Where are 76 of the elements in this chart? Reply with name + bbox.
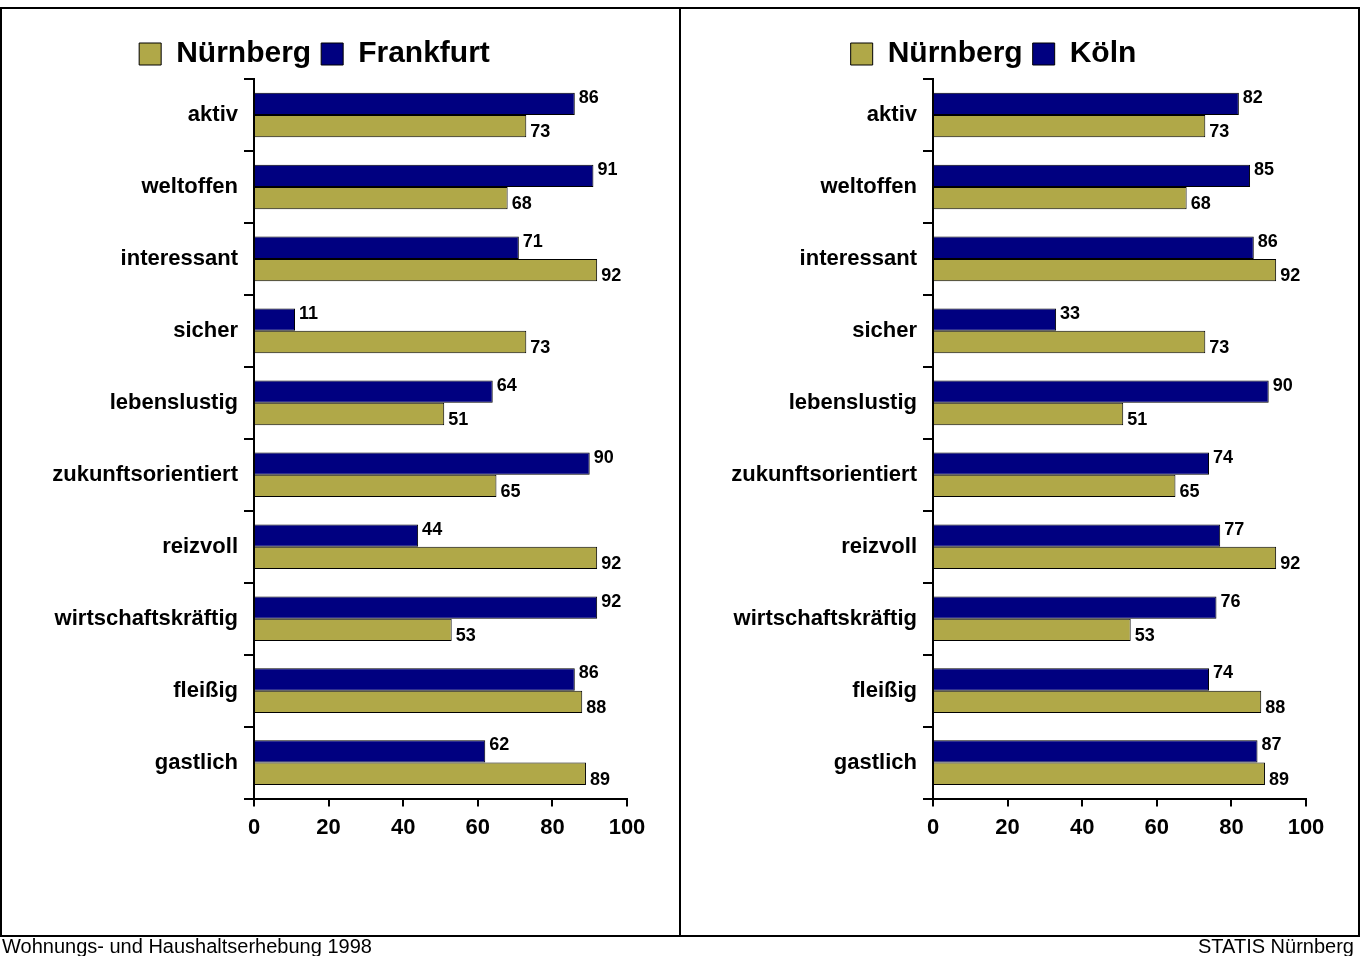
data-label: 86 — [578, 86, 599, 107]
y-tick-label: gastlich — [154, 748, 238, 774]
y-tick-label: gastlich — [833, 748, 917, 774]
data-label: 85 — [1254, 158, 1275, 179]
y-tick-label: interessant — [120, 244, 239, 270]
x-tick-label: 100 — [608, 813, 646, 839]
x-tick-label: 0 — [247, 813, 261, 839]
data-label: 53 — [455, 624, 476, 645]
y-tick-label: reizvoll — [841, 532, 917, 558]
data-label: 90 — [593, 446, 614, 467]
data-label: 11 — [299, 302, 319, 323]
data-label: 92 — [601, 590, 622, 611]
data-label: 89 — [589, 768, 610, 789]
y-tick-label: zukunftsorientiert — [52, 460, 239, 486]
x-tick-label: 0 — [926, 813, 940, 839]
y-tick-label: weltoffen — [819, 173, 917, 198]
x-tick-label: 100 — [1287, 813, 1325, 839]
y-tick-label: wirtschaftskräftig — [732, 604, 917, 630]
x-tick-label: 40 — [1069, 813, 1095, 839]
data-label: 68 — [1190, 193, 1211, 214]
y-tick-label: sicher — [173, 316, 239, 342]
y-tick-label: reizvoll — [162, 532, 238, 558]
data-label: 88 — [586, 696, 607, 717]
y-tick-label: sicher — [852, 316, 918, 342]
x-tick-label: 40 — [390, 813, 416, 839]
data-label: 92 — [601, 265, 622, 286]
legend-label: Nürnberg — [176, 35, 312, 69]
x-tick-label: 20 — [995, 813, 1020, 839]
data-label: 92 — [1280, 552, 1301, 573]
data-label: 73 — [1209, 121, 1230, 142]
data-label: 90 — [1272, 374, 1293, 395]
data-label: 73 — [530, 336, 551, 357]
x-tick-label: 20 — [316, 813, 341, 839]
y-tick-label: fleißig — [852, 676, 917, 702]
data-label: 51 — [1127, 408, 1148, 429]
x-tick-label: 60 — [1144, 813, 1170, 839]
data-label: 76 — [1220, 590, 1241, 611]
data-label: 87 — [1261, 734, 1282, 755]
data-label: 44 — [422, 518, 443, 539]
y-tick-label: wirtschaftskräftig — [53, 604, 238, 630]
x-tick-label: 60 — [465, 813, 491, 839]
legend-label: Nürnberg — [887, 35, 1023, 69]
data-label: 68 — [511, 193, 532, 214]
data-label: 74 — [1213, 662, 1234, 683]
data-label: 86 — [578, 662, 599, 683]
y-tick-label: zukunftsorientiert — [731, 460, 918, 486]
data-label: 92 — [601, 552, 622, 573]
data-label: 65 — [1179, 480, 1200, 501]
data-label: 74 — [1213, 446, 1234, 467]
x-tick-label: 80 — [1219, 813, 1244, 839]
y-tick-label: aktiv — [187, 101, 239, 127]
data-label: 88 — [1265, 696, 1286, 717]
data-label: 73 — [1209, 336, 1230, 357]
y-tick-label: aktiv — [866, 101, 918, 127]
y-tick-label: lebenslustig — [788, 388, 917, 414]
data-label: 86 — [1257, 230, 1278, 251]
data-label: 53 — [1134, 624, 1155, 645]
y-tick-label: interessant — [799, 244, 918, 270]
data-label: 73 — [530, 121, 551, 142]
data-label: 33 — [1060, 302, 1081, 323]
data-label: 89 — [1268, 768, 1289, 789]
y-tick-label: fleißig — [173, 676, 238, 702]
data-label: 64 — [496, 374, 517, 395]
data-label: 91 — [597, 158, 618, 179]
data-label: 82 — [1242, 86, 1263, 107]
x-tick-label: 80 — [540, 813, 565, 839]
data-label: 71 — [522, 230, 543, 251]
data-label: 77 — [1224, 518, 1245, 539]
legend-label: Frankfurt — [358, 35, 490, 69]
data-label: 62 — [489, 734, 510, 755]
y-tick-label: lebenslustig — [109, 388, 238, 414]
data-label: 65 — [500, 480, 521, 501]
data-label: 92 — [1280, 265, 1301, 286]
y-tick-label: weltoffen — [140, 173, 238, 198]
legend-label: Köln — [1069, 35, 1137, 69]
data-label: 51 — [448, 408, 469, 429]
